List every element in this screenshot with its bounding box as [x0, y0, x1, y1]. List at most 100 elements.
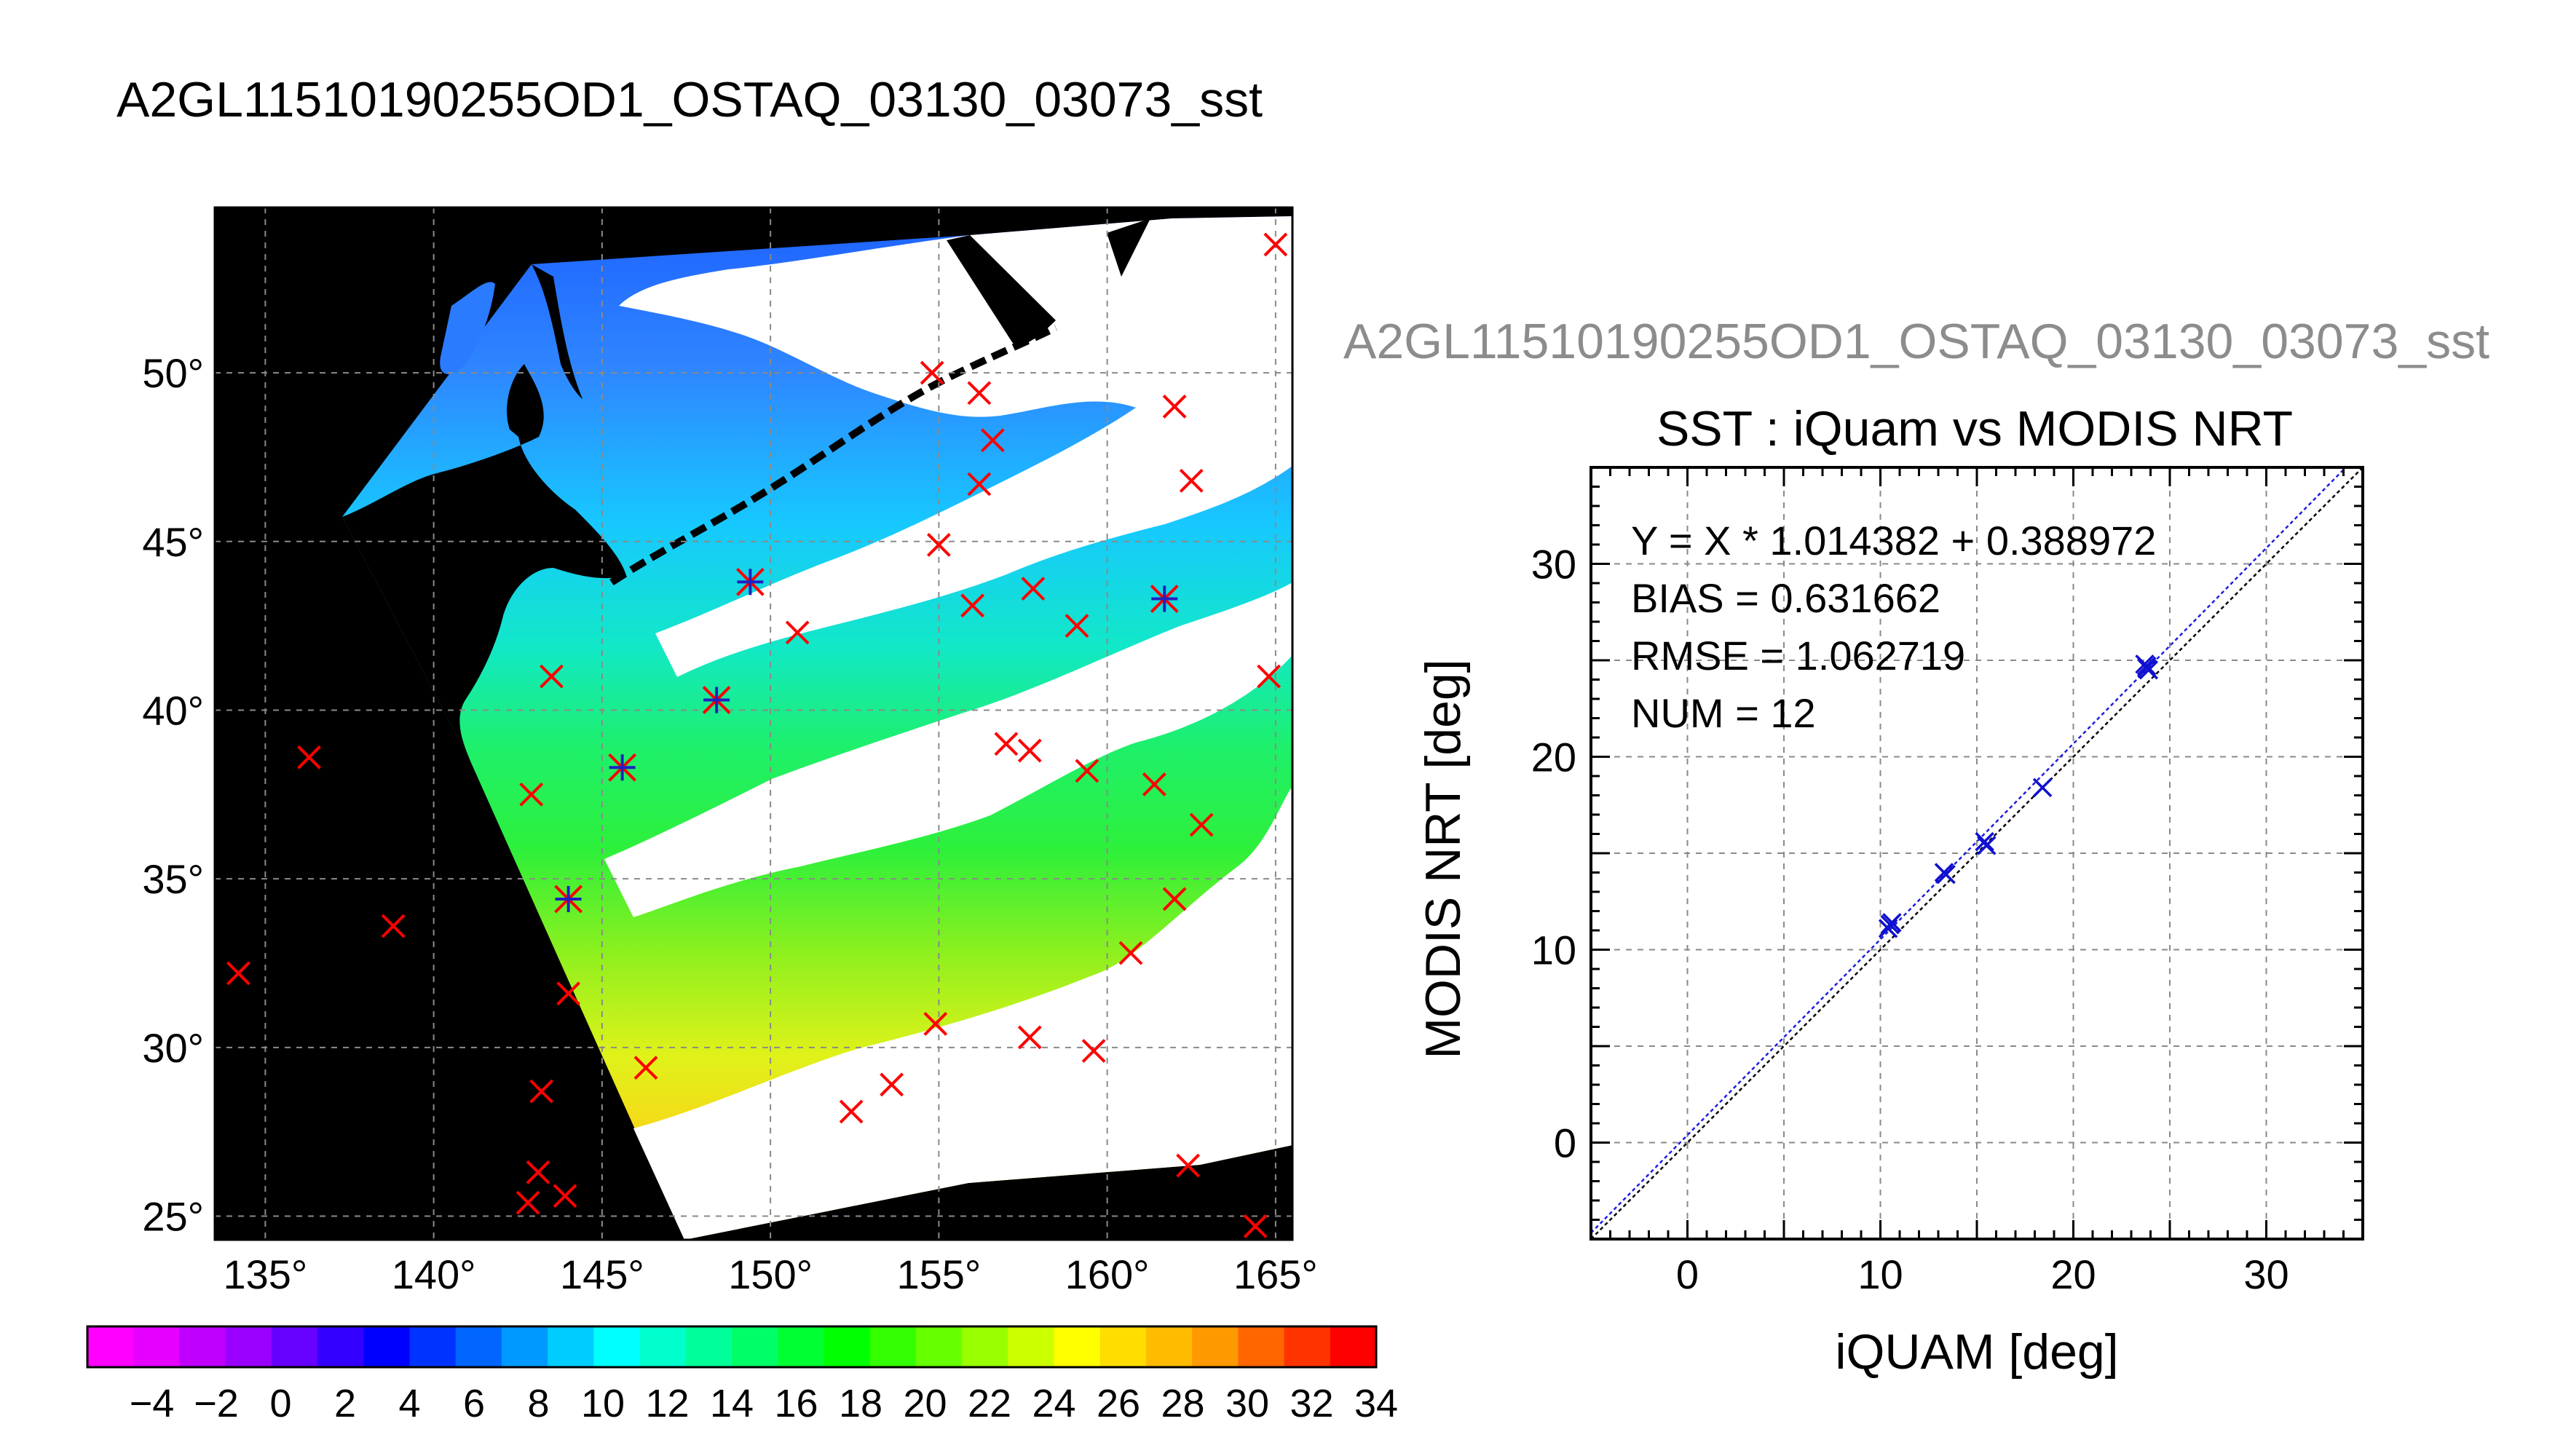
colorbar-tick-label: 14: [710, 1382, 754, 1425]
map-frame: [213, 206, 1294, 1241]
scatter-point: [1878, 919, 1898, 938]
colorbar-swatch: [824, 1326, 871, 1367]
colorbar-tick-label: 16: [774, 1382, 818, 1425]
colorbar-swatch: [548, 1326, 595, 1367]
colorbar-swatch: [685, 1326, 732, 1367]
map-x-tick-label: 150°: [728, 1251, 813, 1297]
colorbar-swatch: [732, 1326, 779, 1367]
figure-title: A2GL11510190255OD1_OSTAQ_03130_03073_sst: [117, 72, 1263, 127]
map-marker-unmatched: [553, 1184, 577, 1208]
colorbar-tick-label: 28: [1161, 1382, 1204, 1425]
map-y-tick-label: 40°: [142, 687, 204, 733]
map-y-tick-label: 25°: [142, 1194, 204, 1240]
colorbar-tick-label: 2: [334, 1382, 356, 1425]
scatter-annotations: Y = X * 1.014382 + 0.388972 BIAS = 0.6316…: [1631, 518, 2156, 736]
colorbar-swatch: [179, 1326, 226, 1367]
map-marker-unmatched: [226, 961, 250, 986]
colorbar-swatch: [87, 1326, 135, 1367]
colorbar-tick-label: 12: [645, 1382, 689, 1425]
map-markers: [226, 232, 1288, 1238]
scatter-title: SST : iQuam vs MODIS NRT: [1656, 401, 2293, 456]
colorbar-swatch: [271, 1326, 319, 1367]
colorbar-swatch: [1330, 1326, 1377, 1367]
colorbar-tick-label: 34: [1354, 1382, 1398, 1425]
colorbar-tick-label: 20: [903, 1382, 947, 1425]
map-marker-unmatched: [1142, 772, 1166, 796]
colorbar-swatch: [225, 1326, 272, 1367]
map-marker-unmatched: [1118, 941, 1143, 965]
colorbar-tick-label: 8: [527, 1382, 549, 1425]
sst-colorbar: −4 −2 0 2 4 6 8 10 12 14 16 18 20 22 24 26 28 30 32 34: [86, 1325, 1398, 1425]
map-marker-unmatched: [556, 981, 581, 1006]
colorbar-swatch: [962, 1326, 1009, 1367]
map-marker-matched: [702, 686, 731, 714]
map-marker-unmatched: [529, 1079, 554, 1104]
colorbar-swatch: [1145, 1326, 1193, 1367]
colorbar-tick-label: 0: [269, 1382, 291, 1425]
scatter-y-tick-label: 30: [1531, 542, 1576, 587]
map-marker-unmatched: [633, 1056, 658, 1080]
map-marker-unmatched: [1162, 394, 1187, 419]
map-marker-unmatched: [1257, 664, 1282, 689]
colorbar-swatch: [409, 1326, 457, 1367]
scatter-point: [1934, 863, 1954, 882]
map-x-tick-label: 160°: [1065, 1251, 1150, 1297]
scatter-point: [2136, 656, 2157, 676]
colorbar-tick-label: 22: [968, 1382, 1011, 1425]
colorbar-tick-label: 24: [1032, 1382, 1075, 1425]
map-marker-unmatched: [1075, 759, 1099, 783]
map-marker-unmatched: [516, 1190, 540, 1215]
scatter-annotation: NUM = 12: [1631, 690, 1816, 736]
map-marker-unmatched: [1081, 1039, 1106, 1063]
colorbar-swatch: [1192, 1326, 1239, 1367]
sst-map-chart: 135° 140° 145° 150° 155° 160° 165° 25°30°35°40…: [86, 206, 1398, 1425]
map-x-tick-label: 145°: [560, 1251, 644, 1297]
map-marker-matched: [554, 885, 583, 914]
map-marker-unmatched: [1263, 232, 1288, 257]
scatter-point: [2032, 778, 2053, 798]
map-marker-unmatched: [1021, 577, 1046, 601]
colorbar-swatch: [639, 1326, 687, 1367]
scatter-point: [1882, 913, 1902, 933]
scatter-ticks: 0 10 20 30 0 10 20 30: [1531, 466, 2364, 1297]
map-marker-unmatched: [980, 428, 1005, 453]
map-marker-matched: [1150, 585, 1179, 613]
colorbar-swatch: [778, 1326, 825, 1367]
colorbar-swatch: [363, 1326, 411, 1367]
scatter-y-tick-label: 20: [1531, 735, 1576, 780]
colorbar-swatch: [317, 1326, 365, 1367]
colorbar-swatch: [501, 1326, 549, 1367]
scatter-figure-title: A2GL11510190255OD1_OSTAQ_03130_03073_sst: [1343, 314, 2489, 369]
map-x-tick-label: 135°: [223, 1251, 307, 1297]
map-x-tick-label: 140°: [392, 1251, 476, 1297]
land-japan: [342, 364, 626, 764]
scatter-x-tick-label: 10: [1857, 1251, 1903, 1297]
map-marker-unmatched: [960, 593, 985, 618]
scatter-x-tick-label: 30: [2243, 1251, 2289, 1297]
colorbar-tick-label: 26: [1097, 1382, 1140, 1425]
scatter-x-tick-label: 20: [2050, 1251, 2096, 1297]
colorbar-swatch: [1238, 1326, 1285, 1367]
map-marker-unmatched: [540, 664, 564, 689]
map-grid: [215, 207, 1292, 1240]
map-marker-matched: [608, 753, 637, 782]
map-marker-unmatched: [381, 914, 406, 938]
map-plot-area: [215, 207, 1292, 1240]
map-marker-unmatched: [1065, 614, 1089, 638]
scatter-y-tick-label: 10: [1531, 927, 1576, 973]
map-marker-unmatched: [1017, 738, 1042, 763]
map-marker-unmatched: [967, 381, 992, 405]
map-y-tick-label: 30°: [142, 1025, 204, 1071]
colorbar-swatch: [915, 1326, 963, 1367]
map-y-tick-label: 50°: [142, 350, 204, 396]
colorbar-tick-label: 6: [463, 1382, 485, 1425]
map-x-tick-labels: 135° 140° 145° 150° 155° 160° 165°: [223, 1251, 1317, 1297]
map-marker-unmatched: [967, 472, 992, 496]
identity-line: [1590, 467, 2364, 1240]
scatter-x-tick-label: 0: [1676, 1251, 1699, 1297]
colorbar-tick-label: 10: [581, 1382, 625, 1425]
colorbar-tick-label: 32: [1290, 1382, 1333, 1425]
cloud-mask: [604, 216, 1292, 1240]
colorbar-swatch: [593, 1326, 641, 1367]
map-x-tick-label: 165°: [1233, 1251, 1318, 1297]
